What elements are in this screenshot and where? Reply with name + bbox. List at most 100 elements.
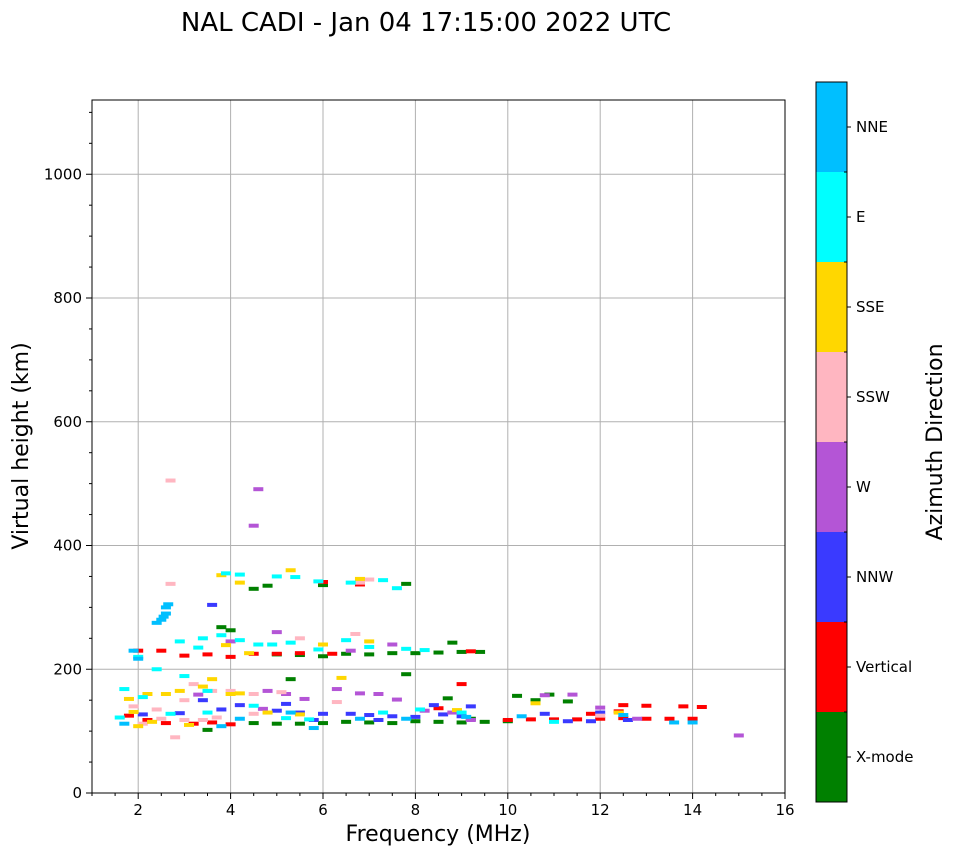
point-w [193, 692, 204, 697]
point-vertical [678, 704, 689, 709]
point-nne [160, 605, 171, 610]
point-x-mode [447, 640, 458, 645]
point-nne [133, 656, 144, 661]
point-ssw [165, 581, 176, 586]
point-ssw [248, 711, 259, 716]
point-nne [285, 710, 296, 715]
point-x-mode [410, 719, 421, 724]
point-ssw [165, 478, 176, 483]
x-tick-label: 6 [318, 801, 328, 819]
point-e [378, 710, 389, 715]
point-nne [234, 716, 245, 721]
point-x-mode [401, 672, 412, 677]
point-vertical [207, 720, 218, 725]
point-e [234, 572, 245, 577]
point-w [465, 717, 476, 722]
colorbar-frame [815, 81, 848, 803]
point-vertical [123, 713, 134, 718]
point-w [373, 692, 384, 696]
point-vertical [502, 717, 513, 722]
point-sse [234, 580, 245, 585]
y-tick-label: 0 [72, 784, 82, 802]
point-x-mode [479, 719, 490, 724]
point-nne [119, 721, 130, 726]
grid-lines [92, 100, 785, 793]
point-vertical [202, 652, 213, 657]
point-nne [128, 648, 139, 653]
x-tick-label: 2 [133, 801, 143, 819]
point-e [419, 648, 430, 653]
point-ssw [354, 580, 365, 585]
point-x-mode [262, 583, 273, 588]
point-sse [128, 709, 139, 714]
point-nne [151, 620, 162, 625]
point-vertical [225, 722, 236, 727]
point-e [285, 640, 296, 645]
point-vertical [572, 717, 583, 722]
point-nne [308, 726, 319, 731]
point-ssw [179, 717, 190, 722]
colorbar-label-vertical: Vertical [856, 658, 912, 676]
point-e [137, 695, 148, 700]
point-nne [163, 602, 174, 607]
point-x-mode [364, 652, 375, 657]
point-sse [207, 677, 218, 682]
point-sse [336, 675, 347, 680]
point-nnw [387, 714, 398, 719]
point-x-mode [271, 721, 282, 726]
point-vertical [465, 649, 476, 654]
point-vertical [225, 654, 236, 659]
point-sse [147, 719, 158, 724]
point-ssw [248, 692, 259, 696]
point-nnw [428, 703, 439, 708]
point-e [114, 715, 125, 720]
point-nnw [137, 712, 148, 717]
point-nne [160, 611, 171, 616]
point-nnw [622, 717, 633, 722]
point-e [313, 579, 324, 584]
point-w [271, 630, 282, 635]
point-nnw [373, 717, 384, 722]
chart-title: NAL CADI - Jan 04 17:15:00 2022 UTC [181, 8, 671, 38]
point-ssw [595, 713, 606, 718]
colorbar-label-nnw: NNW [856, 568, 893, 586]
point-sse [613, 710, 624, 715]
colorbar-segment-vertical [816, 622, 847, 712]
point-e [549, 719, 559, 724]
x-tick-label: 12 [591, 801, 610, 819]
point-vertical [271, 651, 282, 656]
colorbar-segment-x-mode [816, 712, 847, 802]
point-nne [354, 716, 365, 721]
point-nnw [281, 701, 292, 706]
point-ssw [294, 636, 305, 641]
colorbar: X-mode Vertical NNW W SSW SSE E NNE [815, 81, 913, 803]
point-sse [262, 710, 273, 715]
x-tick-label: 16 [775, 801, 794, 819]
point-nnw [465, 704, 476, 709]
colorbar-segment-w [816, 442, 847, 532]
point-e [267, 642, 278, 647]
point-x-mode [318, 654, 328, 659]
point-sse [244, 651, 255, 656]
point-vertical [160, 721, 171, 726]
point-w [262, 688, 273, 693]
y-tick-label: 200 [53, 660, 82, 678]
point-ssw [188, 682, 199, 687]
point-ssw [170, 735, 181, 740]
point-nne [401, 716, 412, 721]
point-ssw [156, 716, 167, 721]
point-nne [516, 714, 527, 719]
point-x-mode [456, 720, 467, 725]
point-e [345, 580, 356, 585]
point-sse [451, 708, 462, 713]
point-w [345, 648, 356, 653]
point-x-mode [248, 586, 259, 591]
point-w [632, 716, 643, 721]
plot-background [92, 100, 785, 793]
colorbar-segment-nne [816, 82, 847, 172]
point-sse [285, 568, 296, 573]
point-e [179, 674, 190, 679]
point-e [197, 636, 208, 641]
point-sse [234, 691, 245, 696]
